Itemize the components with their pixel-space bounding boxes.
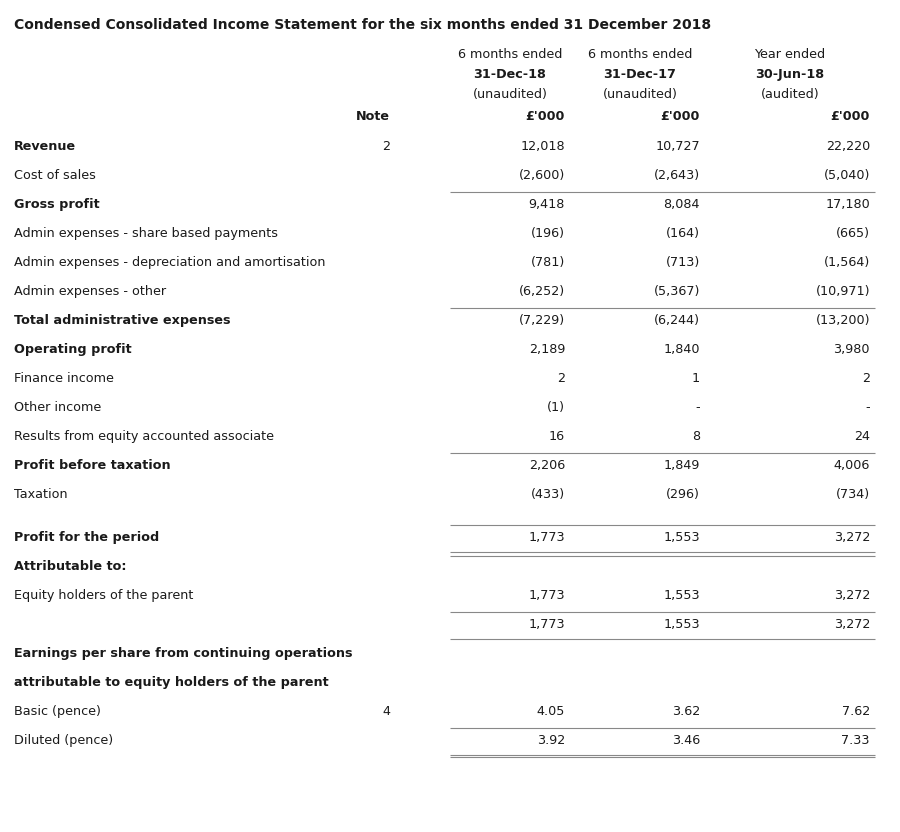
- Text: (713): (713): [666, 256, 700, 269]
- Text: 17,180: 17,180: [825, 198, 870, 211]
- Text: 1,773: 1,773: [528, 531, 565, 544]
- Text: Admin expenses - depreciation and amortisation: Admin expenses - depreciation and amorti…: [14, 256, 326, 269]
- Text: (734): (734): [836, 488, 870, 501]
- Text: 6 months ended: 6 months ended: [458, 48, 562, 61]
- Text: 6 months ended: 6 months ended: [588, 48, 692, 61]
- Text: 12,018: 12,018: [520, 140, 565, 153]
- Text: 16: 16: [549, 430, 565, 443]
- Text: (13,200): (13,200): [815, 314, 870, 327]
- Text: Profit for the period: Profit for the period: [14, 531, 159, 544]
- Text: -: -: [696, 401, 700, 414]
- Text: (2,643): (2,643): [654, 169, 700, 182]
- Text: (audited): (audited): [760, 88, 819, 101]
- Text: Earnings per share from continuing operations: Earnings per share from continuing opera…: [14, 647, 353, 660]
- Text: £'000: £'000: [831, 110, 870, 123]
- Text: Condensed Consolidated Income Statement for the six months ended 31 December 201: Condensed Consolidated Income Statement …: [14, 18, 711, 32]
- Text: (unaudited): (unaudited): [603, 88, 678, 101]
- Text: Operating profit: Operating profit: [14, 343, 131, 356]
- Text: (unaudited): (unaudited): [472, 88, 547, 101]
- Text: 3,980: 3,980: [833, 343, 870, 356]
- Text: 1: 1: [692, 372, 700, 385]
- Text: 24: 24: [854, 430, 870, 443]
- Text: Equity holders of the parent: Equity holders of the parent: [14, 589, 194, 602]
- Text: 2,189: 2,189: [528, 343, 565, 356]
- Text: Note: Note: [356, 110, 390, 123]
- Text: (781): (781): [531, 256, 565, 269]
- Text: 1,840: 1,840: [663, 343, 700, 356]
- Text: 3.92: 3.92: [536, 734, 565, 747]
- Text: Gross profit: Gross profit: [14, 198, 100, 211]
- Text: Revenue: Revenue: [14, 140, 77, 153]
- Text: Diluted (pence): Diluted (pence): [14, 734, 113, 747]
- Text: (433): (433): [531, 488, 565, 501]
- Text: 3.62: 3.62: [671, 705, 700, 718]
- Text: 1,553: 1,553: [663, 531, 700, 544]
- Text: 8,084: 8,084: [663, 198, 700, 211]
- Text: Finance income: Finance income: [14, 372, 114, 385]
- Text: 7.62: 7.62: [842, 705, 870, 718]
- Text: £'000: £'000: [526, 110, 565, 123]
- Text: Taxation: Taxation: [14, 488, 68, 501]
- Text: 1,553: 1,553: [663, 618, 700, 631]
- Text: 1,773: 1,773: [528, 589, 565, 602]
- Text: (665): (665): [836, 227, 870, 240]
- Text: Basic (pence): Basic (pence): [14, 705, 101, 718]
- Text: 2: 2: [382, 140, 390, 153]
- Text: (1): (1): [547, 401, 565, 414]
- Text: 3,272: 3,272: [833, 618, 870, 631]
- Text: Other income: Other income: [14, 401, 101, 414]
- Text: 4: 4: [382, 705, 390, 718]
- Text: (7,229): (7,229): [519, 314, 565, 327]
- Text: (5,367): (5,367): [653, 285, 700, 298]
- Text: 7.33: 7.33: [842, 734, 870, 747]
- Text: 1,553: 1,553: [663, 589, 700, 602]
- Text: 3,272: 3,272: [833, 531, 870, 544]
- Text: 9,418: 9,418: [528, 198, 565, 211]
- Text: 31-Dec-17: 31-Dec-17: [604, 68, 677, 81]
- Text: 2,206: 2,206: [529, 459, 565, 472]
- Text: (6,252): (6,252): [519, 285, 565, 298]
- Text: attributable to equity holders of the parent: attributable to equity holders of the pa…: [14, 676, 328, 689]
- Text: (10,971): (10,971): [815, 285, 870, 298]
- Text: Admin expenses - other: Admin expenses - other: [14, 285, 166, 298]
- Text: 30-Jun-18: 30-Jun-18: [755, 68, 824, 81]
- Text: Year ended: Year ended: [754, 48, 825, 61]
- Text: (6,244): (6,244): [654, 314, 700, 327]
- Text: 1,849: 1,849: [663, 459, 700, 472]
- Text: (2,600): (2,600): [518, 169, 565, 182]
- Text: 31-Dec-18: 31-Dec-18: [473, 68, 546, 81]
- Text: (196): (196): [531, 227, 565, 240]
- Text: 10,727: 10,727: [655, 140, 700, 153]
- Text: £'000: £'000: [661, 110, 700, 123]
- Text: 22,220: 22,220: [826, 140, 870, 153]
- Text: Admin expenses - share based payments: Admin expenses - share based payments: [14, 227, 278, 240]
- Text: (5,040): (5,040): [824, 169, 870, 182]
- Text: Cost of sales: Cost of sales: [14, 169, 96, 182]
- Text: 1,773: 1,773: [528, 618, 565, 631]
- Text: 3.46: 3.46: [671, 734, 700, 747]
- Text: Total administrative expenses: Total administrative expenses: [14, 314, 230, 327]
- Text: Results from equity accounted associate: Results from equity accounted associate: [14, 430, 274, 443]
- Text: 4,006: 4,006: [833, 459, 870, 472]
- Text: (164): (164): [666, 227, 700, 240]
- Text: -: -: [866, 401, 870, 414]
- Text: 3,272: 3,272: [833, 589, 870, 602]
- Text: Profit before taxation: Profit before taxation: [14, 459, 171, 472]
- Text: 2: 2: [557, 372, 565, 385]
- Text: (296): (296): [666, 488, 700, 501]
- Text: 4.05: 4.05: [536, 705, 565, 718]
- Text: Attributable to:: Attributable to:: [14, 560, 127, 573]
- Text: 8: 8: [692, 430, 700, 443]
- Text: 2: 2: [862, 372, 870, 385]
- Text: (1,564): (1,564): [824, 256, 870, 269]
